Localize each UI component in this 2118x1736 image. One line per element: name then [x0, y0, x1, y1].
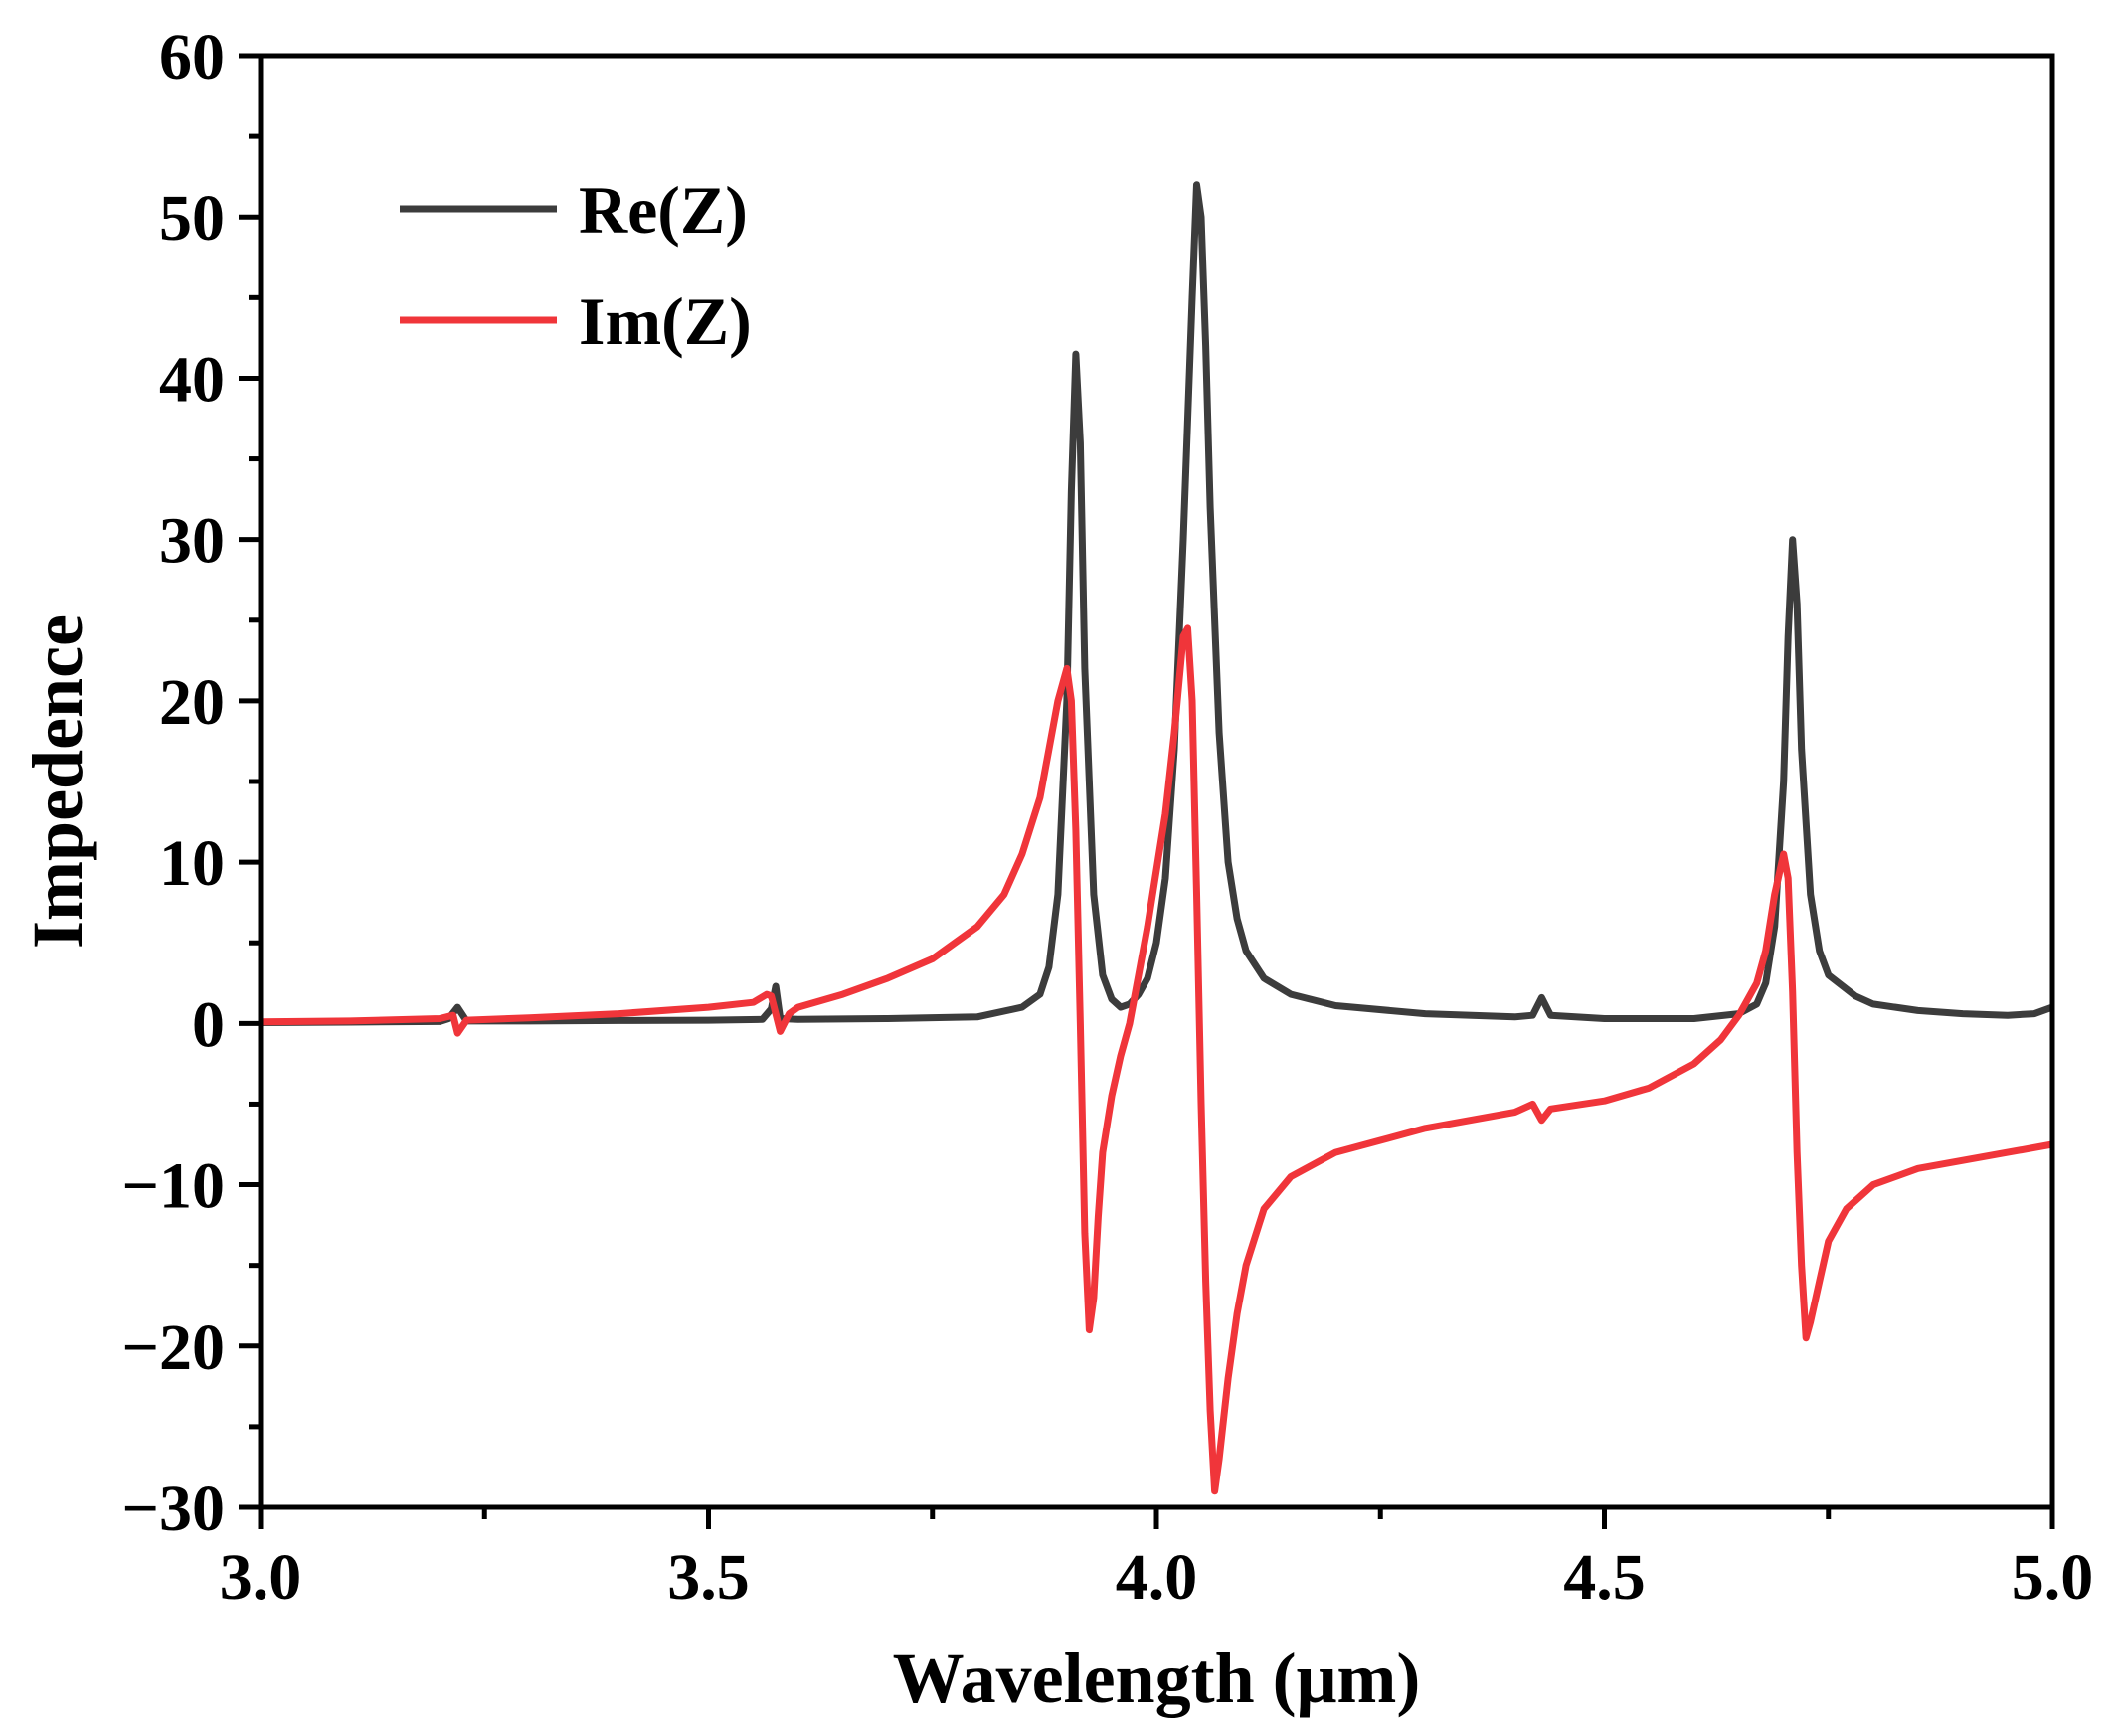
x-tick-label: 3.5 [667, 1541, 750, 1614]
y-tick-label: −20 [121, 1311, 225, 1384]
y-tick-label: 50 [159, 182, 225, 255]
ticks-layer [239, 53, 2055, 1529]
series-line-re [260, 181, 2054, 1026]
x-tick-label: 5.0 [2012, 1541, 2094, 1614]
x-tick-label: 4.0 [1116, 1541, 1198, 1614]
y-tick-label: −10 [121, 1150, 225, 1223]
x-tick-label: 3.0 [220, 1541, 302, 1614]
y-tick-label: 20 [159, 666, 225, 739]
y-tick-label: 40 [159, 343, 225, 416]
y-tick-label: −30 [121, 1473, 225, 1545]
labels-layer: 3.0 3.5 4.0 4.5 5.0 −30 −20 −10 0 10 20 30 40 50 60 [121, 21, 2093, 1614]
series-layer [260, 181, 2054, 1495]
x-axis-title: Wavelength (μm) [893, 1639, 1421, 1718]
series-line-im [260, 624, 2053, 1495]
legend-label-re: Re(Z) [579, 172, 748, 248]
x-tick-label: 4.5 [1563, 1541, 1646, 1614]
y-axis-title: Impedence [18, 614, 97, 949]
y-tick-label: 60 [159, 21, 225, 93]
y-tick-label: 30 [159, 505, 225, 578]
legend-label-im: Im(Z) [579, 283, 752, 359]
y-tick-label: 10 [159, 827, 225, 900]
legend: Re(Z) Im(Z) [400, 172, 752, 359]
y-tick-label: 0 [192, 988, 225, 1061]
